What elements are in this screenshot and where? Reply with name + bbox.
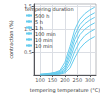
svg-text:tempering duration: tempering duration	[25, 6, 74, 13]
svg-text:contraction (%): contraction (%)	[8, 20, 14, 59]
svg-text:300: 300	[85, 77, 95, 83]
svg-text:10 min: 10 min	[35, 43, 52, 49]
svg-text:100: 100	[35, 77, 45, 83]
svg-text:500 h: 500 h	[35, 12, 50, 19]
svg-text:250: 250	[73, 77, 83, 83]
svg-text:tempering temperature (°C): tempering temperature (°C)	[30, 87, 100, 94]
svg-text:1.0: 1.0	[24, 26, 32, 32]
svg-text:10 min: 10 min	[35, 36, 53, 43]
svg-text:1 h: 1 h	[35, 24, 43, 31]
svg-text:5 h: 5 h	[35, 18, 43, 25]
svg-text:0.5: 0.5	[24, 49, 32, 55]
svg-text:100 min: 100 min	[35, 30, 56, 37]
svg-text:200: 200	[60, 77, 70, 83]
svg-text:150: 150	[48, 77, 58, 83]
